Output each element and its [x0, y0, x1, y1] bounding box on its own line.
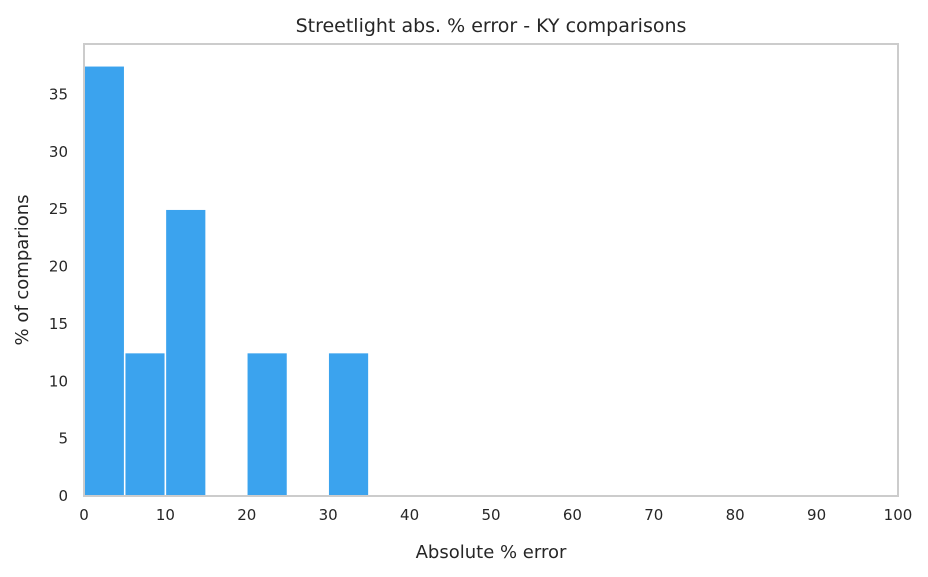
bar-20-25: [246, 351, 289, 497]
y-ticks: 0 5 10 15 20 25 30 35: [49, 85, 68, 505]
x-tick-label: 70: [644, 506, 663, 524]
plot-frame: [83, 43, 899, 497]
x-tick-label: 60: [563, 506, 582, 524]
bar-30-35: [327, 351, 370, 497]
y-tick-label: 10: [49, 372, 68, 390]
bar-0-5: [83, 65, 126, 497]
x-tick-label: 0: [79, 506, 89, 524]
y-tick-label: 20: [49, 258, 68, 276]
x-tick-label: 20: [237, 506, 256, 524]
x-ticks: 0 10 20 30 40 50 60 70 80 90 100: [79, 506, 912, 524]
bars-group: [83, 65, 370, 497]
x-axis-label: Absolute % error: [416, 542, 567, 563]
bar-5-10: [123, 351, 167, 497]
y-tick-label: 35: [49, 85, 68, 103]
y-tick-label: 15: [49, 315, 68, 333]
x-tick-label: 90: [807, 506, 826, 524]
x-tick-label: 10: [156, 506, 175, 524]
x-tick-label: 40: [400, 506, 419, 524]
y-tick-label: 0: [58, 487, 68, 505]
x-tick-label: 30: [319, 506, 338, 524]
y-tick-label: 30: [49, 143, 68, 161]
y-tick-label: 25: [49, 200, 68, 218]
x-tick-label: 80: [726, 506, 745, 524]
y-axis-label: % of comparions: [12, 195, 33, 346]
bar-10-15: [164, 208, 207, 497]
x-tick-label: 50: [481, 506, 500, 524]
chart-title: Streetlight abs. % error - KY comparison…: [296, 15, 687, 37]
y-tick-label: 5: [58, 430, 68, 448]
x-tick-label: 100: [884, 506, 913, 524]
